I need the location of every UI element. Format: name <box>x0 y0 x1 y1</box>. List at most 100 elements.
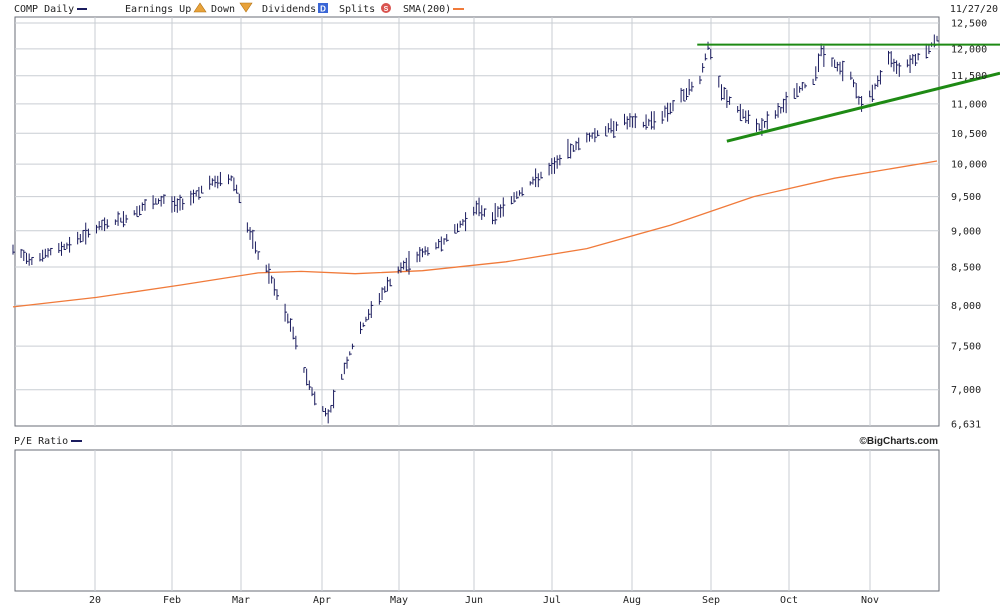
price-bar <box>268 263 271 284</box>
price-bar <box>273 278 277 296</box>
price-bar <box>890 51 894 68</box>
price-bar <box>500 204 503 218</box>
price-bar <box>408 251 411 275</box>
y-axis-ticks: 12,500 12,000 11,500 11,000 10,500 10,000 9,50… <box>951 19 987 431</box>
x-tick-label: Nov <box>861 595 879 606</box>
price-bar <box>869 90 872 98</box>
price-bar <box>176 198 180 213</box>
price-bar <box>82 229 86 242</box>
price-bar <box>704 53 708 61</box>
price-bar <box>157 198 161 204</box>
price-bar <box>896 60 899 74</box>
price-bar <box>58 243 61 253</box>
x-tick-label: 20 <box>89 595 101 606</box>
price-bar <box>416 251 420 263</box>
price-bar <box>936 35 939 42</box>
earnings-label: Earnings Up <box>125 4 191 15</box>
price-bar <box>125 214 129 223</box>
y-tick-label: 6,631 <box>951 420 981 431</box>
pe-grid <box>94 450 871 591</box>
price-bar <box>87 228 91 238</box>
x-axis-ticks: 20 Feb Mar Apr May Jun Jul Aug Sep Oct Nov <box>89 595 879 606</box>
price-bar <box>114 219 118 225</box>
price-bar <box>909 54 913 73</box>
price-bar <box>610 118 614 133</box>
price-bar <box>626 116 630 130</box>
price-bar <box>796 83 799 98</box>
price-bar <box>540 171 543 179</box>
price-bar <box>720 84 724 101</box>
price-bar <box>707 41 711 50</box>
price-bar <box>567 138 570 159</box>
price-bar <box>699 75 702 85</box>
price-bar <box>397 266 401 274</box>
sma-legend-swatch <box>453 8 464 10</box>
price-bar <box>322 406 325 412</box>
price-bar <box>799 86 802 93</box>
price-bar <box>252 229 255 249</box>
price-bar <box>454 224 457 234</box>
price-bar <box>257 251 261 260</box>
price-bar <box>211 178 215 186</box>
price-bar <box>642 121 646 128</box>
y-tick-label: 7,000 <box>951 385 981 396</box>
price-bar <box>228 174 231 185</box>
price-bar <box>672 100 675 112</box>
price-bar <box>839 61 843 75</box>
price-bar <box>494 203 498 225</box>
price-bar <box>343 362 347 375</box>
y-tick-label: 10,500 <box>951 129 987 140</box>
x-tick-label: Aug <box>623 595 641 606</box>
price-bar <box>106 219 110 229</box>
price-bar <box>421 248 425 258</box>
price-bar <box>327 409 331 424</box>
y-tick-label: 10,000 <box>951 160 987 171</box>
price-bar <box>502 197 506 217</box>
pe-legend-swatch <box>71 440 82 442</box>
price-bar <box>139 205 142 216</box>
price-bar <box>928 44 931 55</box>
price-bar <box>685 88 689 101</box>
price-bar <box>745 110 748 124</box>
price-bar <box>879 70 883 85</box>
price-bar <box>435 242 438 250</box>
price-bar <box>360 321 363 334</box>
price-bar <box>855 83 859 99</box>
price-bar <box>66 242 69 250</box>
symbol-label: COMP Daily <box>14 4 74 15</box>
price-bar <box>737 106 740 113</box>
price-bar <box>766 111 770 130</box>
down-label: Down <box>211 4 235 15</box>
price-bar <box>31 256 34 266</box>
price-bar <box>424 246 428 255</box>
price-bar <box>702 63 705 73</box>
price-bar <box>214 175 218 188</box>
price-bar <box>427 247 430 256</box>
price-bar <box>44 248 48 258</box>
price-bar <box>69 236 72 253</box>
y-tick-label: 11,000 <box>951 99 987 110</box>
price-bar <box>481 205 484 220</box>
price-bar <box>144 199 147 211</box>
price-bar <box>858 95 861 105</box>
price-bar <box>346 356 350 369</box>
dividends-label: Dividends <box>262 4 316 15</box>
price-bar <box>831 57 834 67</box>
price-bar <box>575 140 579 151</box>
price-grid <box>15 17 939 426</box>
price-bar <box>758 123 762 131</box>
price-bar <box>42 249 45 262</box>
price-bar <box>906 59 910 68</box>
price-bar <box>667 102 670 122</box>
price-bar <box>756 118 759 132</box>
price-bar <box>597 130 600 137</box>
price-bar <box>101 219 104 231</box>
price-bar <box>475 200 479 215</box>
price-bar <box>836 61 840 72</box>
price-bar <box>465 212 468 232</box>
price-bar <box>537 173 541 188</box>
price-bar <box>793 88 797 99</box>
price-bar <box>548 162 552 176</box>
dividends-icon <box>318 3 328 13</box>
